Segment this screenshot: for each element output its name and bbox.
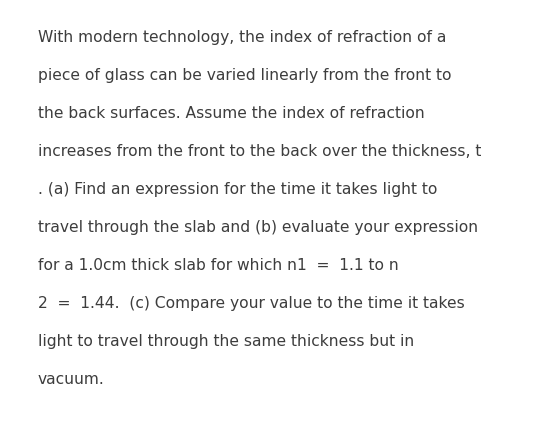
Text: 2  =  1.44.  (c) Compare your value to the time it takes: 2 = 1.44. (c) Compare your value to the …: [38, 296, 465, 311]
Text: vacuum.: vacuum.: [38, 372, 105, 387]
Text: With modern technology, the index of refraction of a: With modern technology, the index of ref…: [38, 30, 447, 45]
Text: increases from the front to the back over the thickness, t: increases from the front to the back ove…: [38, 144, 481, 159]
Text: piece of glass can be varied linearly from the front to: piece of glass can be varied linearly fr…: [38, 68, 451, 83]
Text: the back surfaces. Assume the index of refraction: the back surfaces. Assume the index of r…: [38, 106, 425, 121]
Text: . (a) Find an expression for the time it takes light to: . (a) Find an expression for the time it…: [38, 182, 437, 197]
Text: for a 1.0cm thick slab for which n1  =  1.1 to n: for a 1.0cm thick slab for which n1 = 1.…: [38, 258, 399, 273]
Text: light to travel through the same thickness but in: light to travel through the same thickne…: [38, 334, 414, 349]
Text: travel through the slab and (b) evaluate your expression: travel through the slab and (b) evaluate…: [38, 220, 478, 235]
